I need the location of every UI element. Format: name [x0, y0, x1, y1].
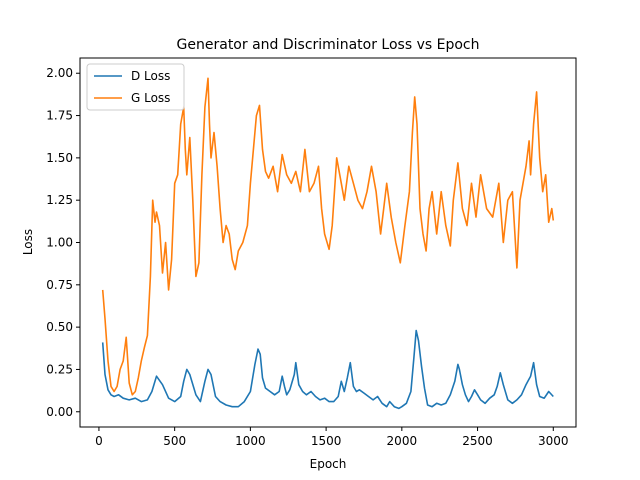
y-axis-title: Loss [21, 229, 35, 255]
y-tick-label: 0.50 [46, 320, 73, 334]
y-axis-ticks: 0.00 0.25 0.50 0.75 1.00 1.25 1.50 1.75 2.00 [46, 66, 80, 419]
chart-title: Generator and Discriminator Loss vs Epoc… [177, 37, 480, 53]
x-axis-title: Epoch [310, 457, 347, 471]
series-line-d-loss [101, 329, 554, 410]
legend: D Loss G Loss [86, 63, 185, 111]
x-tick-label: 500 [163, 434, 186, 448]
y-tick-label: 1.50 [46, 151, 73, 165]
x-tick-label: 2500 [462, 434, 493, 448]
y-tick-label: 1.00 [46, 236, 73, 250]
y-tick-label: 1.25 [46, 193, 73, 207]
x-tick-label: 3000 [538, 434, 569, 448]
axes-frame [79, 57, 577, 428]
y-tick-label: 2.00 [46, 66, 73, 80]
x-tick-label: 1000 [235, 434, 266, 448]
legend-label-g-loss: G Loss [131, 91, 170, 105]
y-tick-label: 0.25 [46, 362, 73, 376]
legend-label-d-loss: D Loss [131, 69, 170, 83]
x-tick-label: 0 [95, 434, 103, 448]
x-tick-label: 1500 [311, 434, 342, 448]
y-tick-label: 0.75 [46, 278, 73, 292]
y-tick-label: 1.75 [46, 109, 73, 123]
plot-area [101, 77, 555, 410]
y-tick-label: 0.00 [46, 405, 73, 419]
x-axis-ticks: 0 500 1000 1500 2000 2500 3000 [95, 427, 569, 448]
x-tick-label: 2000 [387, 434, 418, 448]
series-line-g-loss [101, 77, 555, 396]
